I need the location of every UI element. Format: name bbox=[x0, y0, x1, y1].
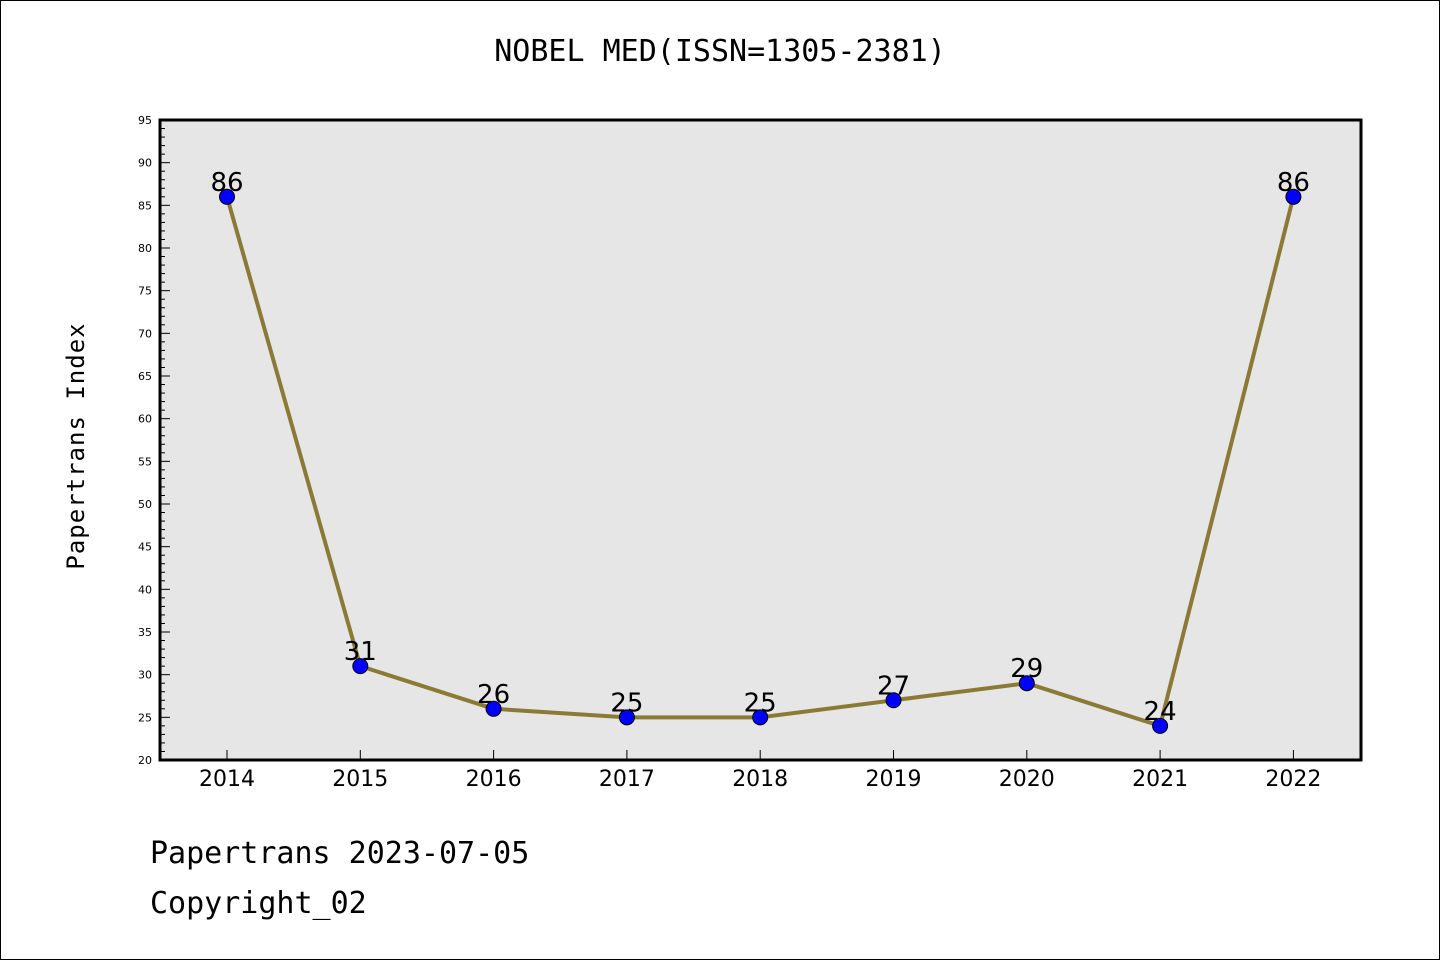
data-point bbox=[219, 188, 235, 205]
data-point bbox=[618, 709, 635, 726]
y-tick-label: 70 bbox=[138, 327, 152, 340]
x-tick-label: 2019 bbox=[866, 767, 922, 792]
y-tick-label: 55 bbox=[138, 455, 152, 468]
x-tick-label: 2015 bbox=[332, 767, 388, 792]
data-label: 29 bbox=[1010, 654, 1043, 684]
y-tick-label: 90 bbox=[138, 157, 152, 170]
y-tick-label: 45 bbox=[138, 541, 152, 554]
data-point bbox=[352, 658, 369, 675]
y-tick-label: 40 bbox=[138, 583, 152, 596]
y-tick-label: 25 bbox=[138, 711, 152, 724]
data-point bbox=[885, 692, 902, 709]
y-tick-label: 95 bbox=[138, 114, 152, 127]
x-tick-label: 2017 bbox=[599, 767, 655, 792]
plot-frame bbox=[158, 118, 1363, 762]
x-tick-label: 2014 bbox=[199, 767, 255, 792]
plot-area: 20 25 30 35 40 45 50 55 60 65 70 75 80 85 90 95 2014 2015… bbox=[138, 114, 1363, 792]
y-tick-label: 65 bbox=[138, 370, 152, 383]
x-tick-label: 2022 bbox=[1265, 767, 1321, 792]
data-point bbox=[752, 709, 769, 726]
footer-date-text: Papertrans 2023-07-05 bbox=[150, 836, 530, 871]
y-tick-label: 20 bbox=[138, 754, 152, 767]
x-tick-label: 2016 bbox=[466, 767, 522, 792]
x-tick-label: 2018 bbox=[732, 767, 788, 792]
y-tick-label: 85 bbox=[138, 199, 152, 212]
y-tick-label: 30 bbox=[138, 669, 152, 682]
y-tick-label: 60 bbox=[138, 413, 152, 426]
data-label: 31 bbox=[344, 637, 377, 667]
data-label: 27 bbox=[877, 671, 910, 701]
data-label: 25 bbox=[610, 688, 643, 718]
footer-copyright-text: Copyright_02 bbox=[150, 886, 367, 921]
data-label: 25 bbox=[744, 688, 777, 718]
y-tick-label: 35 bbox=[138, 626, 152, 639]
data-point bbox=[1152, 717, 1169, 734]
x-tick-label: 2020 bbox=[999, 767, 1055, 792]
data-label: 86 bbox=[1277, 168, 1310, 198]
data-label: 26 bbox=[477, 680, 510, 710]
y-tick-label: 50 bbox=[138, 498, 152, 511]
y-tick-label: 75 bbox=[138, 285, 152, 298]
x-tick-label: 2021 bbox=[1132, 767, 1188, 792]
chart-title: NOBEL MED(ISSN=1305-2381) bbox=[494, 34, 946, 69]
plot-background bbox=[160, 120, 1361, 760]
y-tick-label: 80 bbox=[138, 242, 152, 255]
data-label: 86 bbox=[210, 168, 243, 198]
data-label: 24 bbox=[1144, 697, 1177, 727]
data-point bbox=[485, 700, 502, 717]
data-point bbox=[1285, 188, 1302, 205]
data-point bbox=[1018, 675, 1035, 692]
